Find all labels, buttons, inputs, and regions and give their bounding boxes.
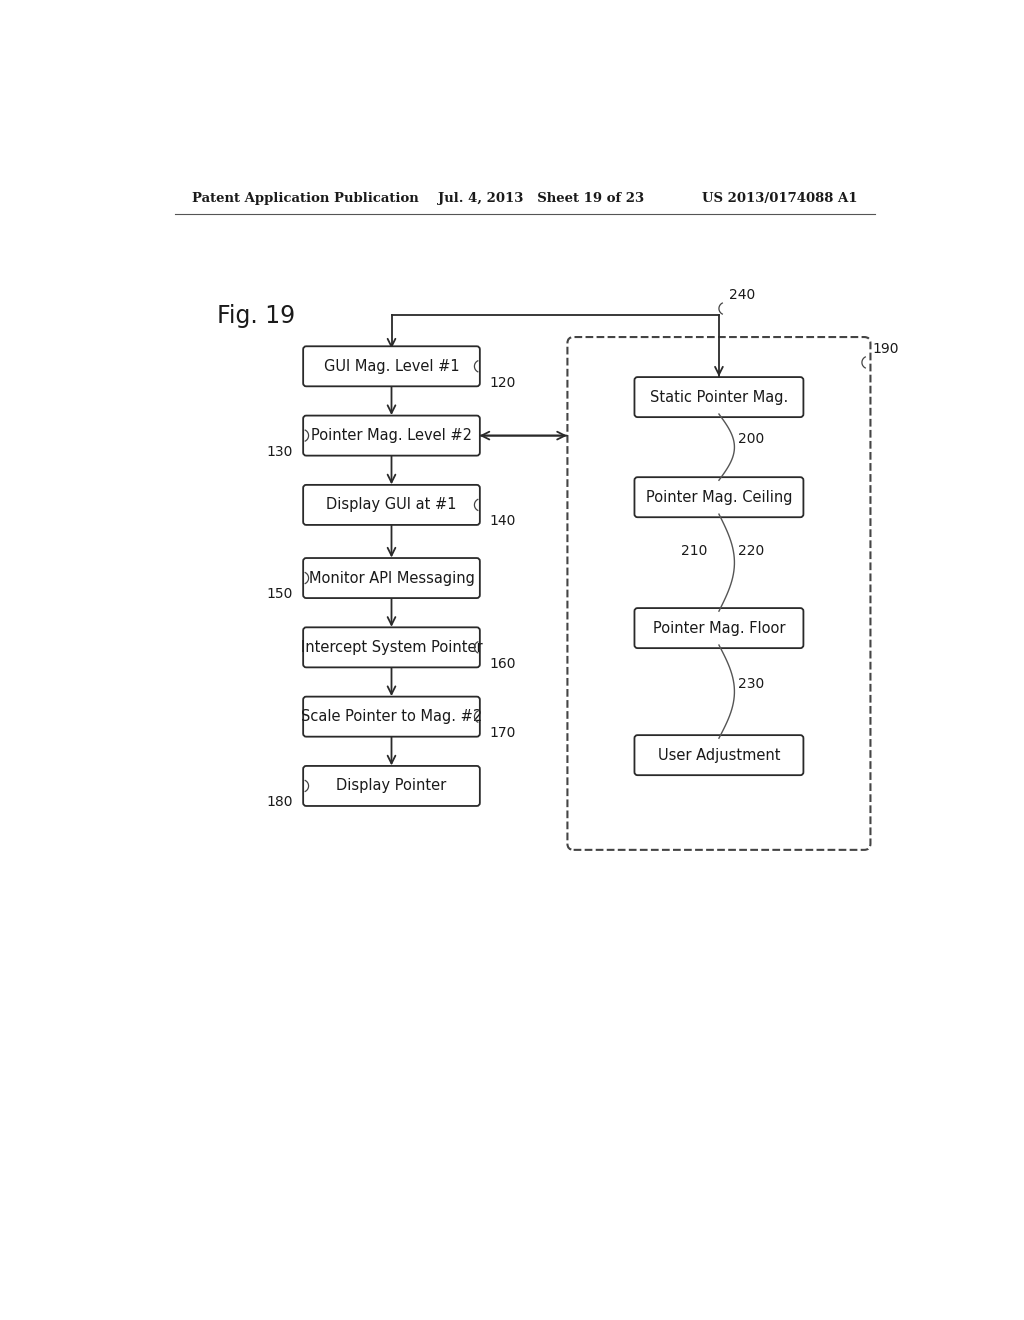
Text: Pointer Mag. Floor: Pointer Mag. Floor	[652, 620, 785, 636]
FancyBboxPatch shape	[635, 735, 804, 775]
Text: Jul. 4, 2013   Sheet 19 of 23: Jul. 4, 2013 Sheet 19 of 23	[438, 191, 644, 205]
FancyBboxPatch shape	[303, 346, 480, 387]
Text: Pointer Mag. Level #2: Pointer Mag. Level #2	[311, 428, 472, 444]
Text: Display GUI at #1: Display GUI at #1	[327, 498, 457, 512]
Text: Patent Application Publication: Patent Application Publication	[191, 191, 418, 205]
Text: Monitor API Messaging: Monitor API Messaging	[308, 570, 474, 586]
Text: 180: 180	[266, 795, 293, 809]
Text: 220: 220	[738, 544, 765, 558]
Text: 230: 230	[737, 677, 764, 690]
FancyBboxPatch shape	[303, 558, 480, 598]
Text: Scale Pointer to Mag. #2: Scale Pointer to Mag. #2	[301, 709, 482, 725]
FancyBboxPatch shape	[303, 627, 480, 668]
FancyBboxPatch shape	[567, 337, 870, 850]
FancyBboxPatch shape	[635, 478, 804, 517]
Text: User Adjustment: User Adjustment	[657, 747, 780, 763]
FancyBboxPatch shape	[635, 609, 804, 648]
Text: 240: 240	[729, 288, 756, 302]
FancyBboxPatch shape	[635, 378, 804, 417]
FancyBboxPatch shape	[303, 766, 480, 807]
Text: 190: 190	[872, 342, 898, 356]
Text: 170: 170	[489, 726, 516, 741]
FancyBboxPatch shape	[303, 416, 480, 455]
Text: 140: 140	[489, 515, 516, 528]
Text: Static Pointer Mag.: Static Pointer Mag.	[650, 389, 788, 405]
Text: US 2013/0174088 A1: US 2013/0174088 A1	[701, 191, 857, 205]
FancyBboxPatch shape	[303, 484, 480, 525]
Text: Pointer Mag. Ceiling: Pointer Mag. Ceiling	[646, 490, 793, 504]
Text: 130: 130	[266, 445, 293, 459]
Text: 120: 120	[489, 376, 516, 389]
Text: Intercept System Pointer: Intercept System Pointer	[301, 640, 482, 655]
Text: 200: 200	[737, 433, 764, 446]
Text: 210: 210	[681, 544, 708, 558]
FancyBboxPatch shape	[303, 697, 480, 737]
Text: 150: 150	[266, 587, 293, 602]
Text: 160: 160	[489, 656, 516, 671]
Text: Fig. 19: Fig. 19	[217, 304, 295, 329]
Text: Display Pointer: Display Pointer	[336, 779, 446, 793]
Text: GUI Mag. Level #1: GUI Mag. Level #1	[324, 359, 460, 374]
